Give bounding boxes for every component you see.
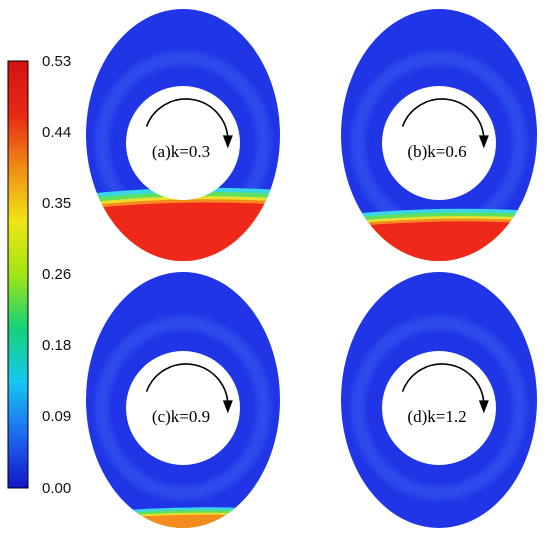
contour-panel: (b)k=0.6 (341, 9, 537, 261)
colorbar-tick-label: 0.53 (42, 53, 71, 70)
contour-panel: (a)k=0.3 (86, 9, 280, 261)
colorbar-tick-label: 0.00 (42, 480, 71, 497)
colorbar-gradient (7, 60, 29, 489)
clockwise-arrow-icon (401, 363, 489, 414)
inner-cylinder (126, 86, 240, 200)
colorbar-tick-label: 0.35 (42, 195, 71, 212)
clockwise-arrow-icon (145, 98, 233, 149)
colorbar-tick-label: 0.26 (42, 266, 71, 283)
deposit-band (341, 208, 537, 261)
panel-label: (b)k=0.6 (407, 142, 466, 161)
colorbar-tick-label: 0.18 (42, 337, 71, 354)
inner-cylinder (382, 351, 496, 465)
contour-panel: (d)k=1.2 (341, 272, 537, 528)
panel-label: (a)k=0.3 (152, 142, 210, 161)
inner-cylinder (382, 86, 496, 200)
flow-ring (351, 316, 527, 500)
colorbar-tick-label: 0.44 (42, 124, 71, 141)
clockwise-arrow-icon (145, 363, 233, 414)
contour-panel: (c)k=0.9 (86, 272, 280, 528)
contour-panels: (a)k=0.3 (b)k=0.6 (c)k=0.9 (d)k=1.2 (86, 9, 537, 528)
inner-cylinder (126, 351, 240, 465)
panel-label: (d)k=1.2 (407, 407, 466, 426)
colorbar-tick-label: 0.09 (42, 408, 71, 425)
clockwise-arrow-icon (401, 98, 489, 149)
colorbar: 0.53 0.44 0.35 0.26 0.18 0.09 0.00 (7, 53, 71, 497)
panel-label: (c)k=0.9 (152, 407, 210, 426)
colorbar-ticks: 0.53 0.44 0.35 0.26 0.18 0.09 0.00 (42, 53, 71, 497)
flow-ring (95, 316, 271, 500)
deposit-band (86, 507, 280, 528)
